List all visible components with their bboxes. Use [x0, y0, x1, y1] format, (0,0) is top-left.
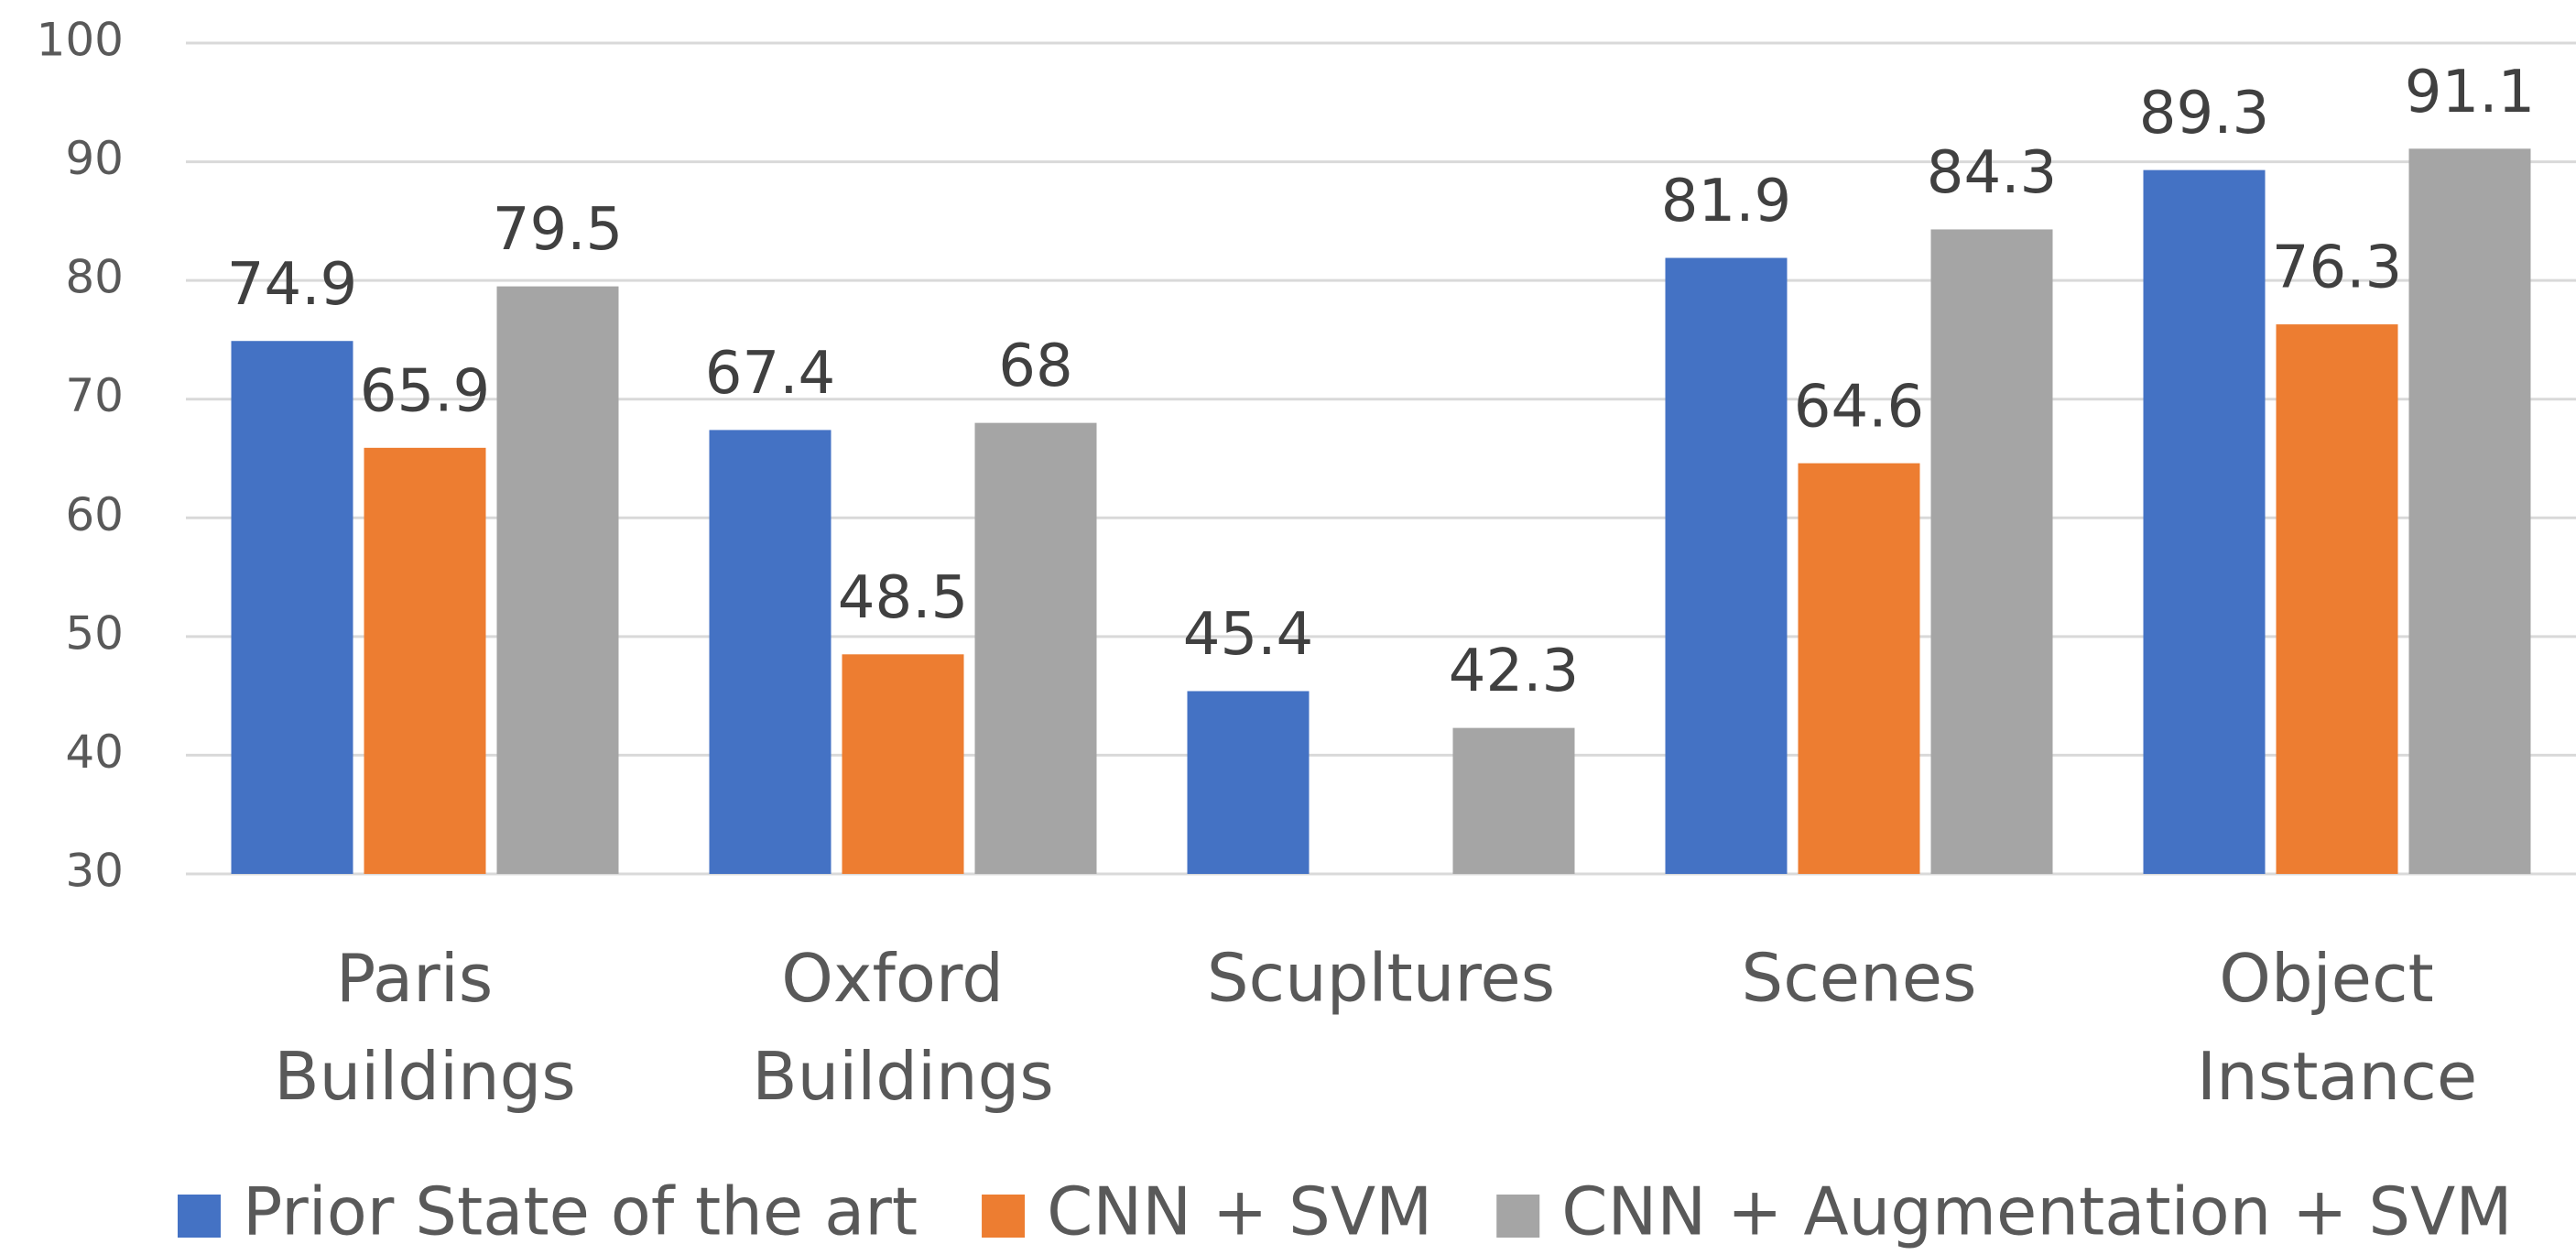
bar — [842, 654, 964, 874]
legend-swatch — [1496, 1195, 1540, 1238]
y-tick-label: 50 — [65, 606, 124, 660]
data-label: 81.9 — [1661, 168, 1792, 235]
y-tick-label: 100 — [37, 14, 124, 67]
data-label: 74.9 — [227, 251, 358, 319]
bar — [2276, 324, 2398, 874]
data-label: 76.3 — [2272, 235, 2403, 302]
data-label: 48.5 — [838, 564, 969, 632]
y-tick-label: 70 — [65, 369, 124, 422]
x-tick-label: Scupltures — [1207, 940, 1555, 1017]
bar — [231, 341, 353, 875]
x-tick-label: Object Instance — [2197, 940, 2477, 1115]
legend-label: CNN + SVM — [1047, 1173, 1432, 1250]
bar — [2408, 148, 2531, 874]
legend-label: Prior State of the art — [243, 1173, 918, 1250]
bar — [496, 286, 619, 874]
y-tick-label: 80 — [65, 251, 124, 304]
data-label: 68 — [998, 333, 1072, 400]
y-tick-label: 40 — [65, 726, 124, 779]
legend-swatch — [982, 1195, 1026, 1238]
legend-label: CNN + Augmentation + SVM — [1561, 1173, 2512, 1250]
data-label: 65.9 — [360, 357, 491, 425]
data-label: 64.6 — [1794, 373, 1925, 441]
data-label: 89.3 — [2139, 80, 2270, 147]
data-label: 91.1 — [2405, 59, 2536, 126]
bar — [974, 422, 1097, 874]
y-tick-label: 90 — [65, 132, 124, 185]
x-tick-label: Scenes — [1741, 940, 1976, 1017]
data-label: 84.3 — [1927, 139, 2058, 207]
x-tick-label: Oxford Buildings — [752, 940, 1054, 1115]
bar — [1798, 463, 1920, 874]
data-label: 79.5 — [493, 196, 624, 264]
bar — [1930, 229, 2053, 875]
y-tick-label: 60 — [65, 488, 124, 541]
bar — [1452, 727, 1575, 874]
data-label: 42.3 — [1449, 638, 1580, 705]
bar — [709, 430, 831, 874]
legend-swatch — [178, 1195, 221, 1238]
bar — [364, 447, 486, 874]
data-label: 67.4 — [705, 340, 836, 408]
bar — [1665, 257, 1788, 874]
bar — [1187, 691, 1310, 874]
x-tick-label: Paris Buildings — [274, 940, 576, 1115]
data-label: 45.4 — [1183, 601, 1314, 669]
y-tick-label: 30 — [65, 845, 124, 898]
bar — [2143, 169, 2266, 875]
